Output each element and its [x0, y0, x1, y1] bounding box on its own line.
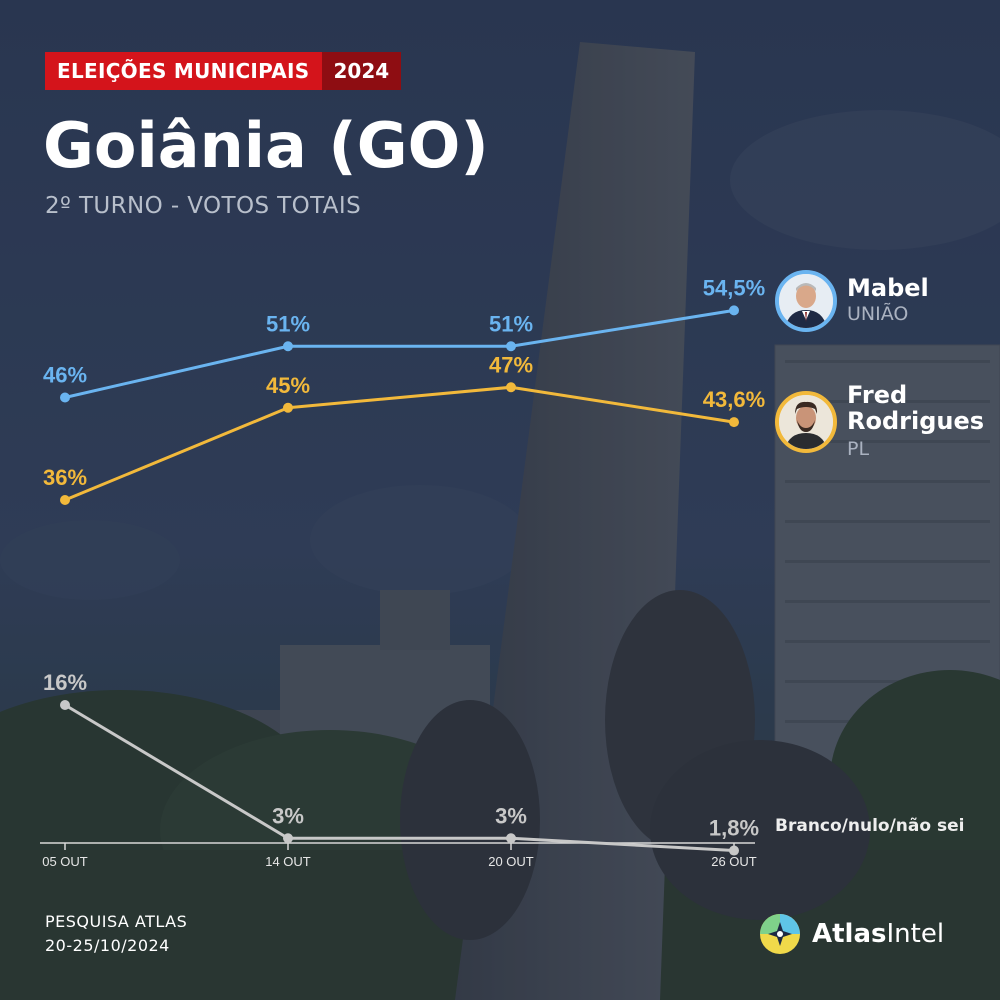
data-label: 45% — [266, 373, 310, 398]
x-tick-label: 26 OUT — [711, 854, 757, 869]
data-point — [60, 392, 70, 403]
data-point — [283, 833, 293, 844]
data-label: 3% — [272, 803, 304, 828]
data-point — [506, 382, 516, 393]
data-point — [506, 833, 516, 844]
series-line — [64, 385, 735, 502]
x-tick-label: 05 OUT — [42, 854, 88, 869]
series-line — [64, 308, 735, 399]
series-line — [64, 703, 735, 853]
data-point — [729, 417, 739, 428]
fred-party: PL — [847, 438, 870, 460]
legend-fred: Fred Rodrigues PL — [775, 382, 1000, 462]
data-point — [506, 341, 516, 352]
source-line-2: 20-25/10/2024 — [45, 936, 170, 955]
badge-year: 2024 — [321, 52, 402, 90]
data-point — [283, 341, 293, 352]
data-label: 43,6% — [703, 387, 765, 412]
data-label: 36% — [43, 465, 87, 490]
data-label: 1,8% — [709, 816, 759, 841]
mabel-avatar — [775, 270, 837, 332]
mabel-party: UNIÃO — [847, 303, 909, 325]
data-label: 47% — [489, 352, 533, 377]
legend-mabel: Mabel UNIÃO — [775, 270, 929, 332]
mabel-name: Mabel — [847, 274, 929, 302]
atlas-logo-icon — [760, 914, 800, 954]
mabel-portrait-icon — [779, 274, 833, 328]
data-point — [60, 495, 70, 505]
atlasintel-logo: AtlasIntel — [758, 912, 944, 956]
data-label: 51% — [266, 311, 310, 336]
data-label: 46% — [43, 363, 87, 388]
data-label: 51% — [489, 311, 533, 336]
logo-text-bold: Atlas — [812, 919, 887, 949]
fred-avatar — [775, 391, 837, 453]
fred-portrait-icon — [779, 395, 833, 449]
source-note: PESQUISA ATLAS 20-25/10/2024 — [45, 910, 187, 958]
data-label: 54,5% — [703, 275, 765, 300]
logo-text-thin: Intel — [886, 919, 945, 949]
fred-first-name: Fred — [847, 381, 908, 409]
legend-other: Branco/nulo/não sei — [775, 816, 965, 836]
election-badge: ELEIÇÕES MUNICIPAIS 2024 — [45, 52, 402, 90]
data-point — [729, 845, 739, 856]
badge-label: ELEIÇÕES MUNICIPAIS — [45, 52, 322, 90]
data-label: 16% — [43, 670, 87, 695]
data-point — [729, 305, 739, 316]
x-tick-label: 14 OUT — [265, 854, 311, 869]
data-point — [283, 402, 293, 413]
data-label: 3% — [495, 803, 527, 828]
page-subtitle: 2º TURNO - VOTOS TOTAIS — [45, 193, 362, 219]
source-line-1: PESQUISA ATLAS — [45, 912, 188, 931]
x-tick-label: 20 OUT — [488, 854, 534, 869]
page-title: Goiânia (GO) — [43, 109, 489, 182]
data-point — [60, 700, 70, 710]
fred-last-name: Rodrigues — [847, 407, 985, 435]
